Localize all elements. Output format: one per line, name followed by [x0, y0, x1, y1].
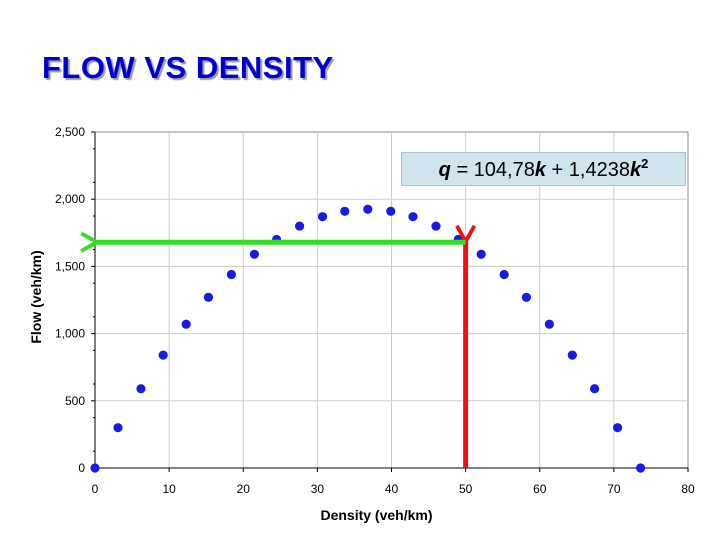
data-point [226, 269, 236, 280]
data-point [113, 423, 123, 433]
x-tick-label: 60 [533, 482, 547, 496]
y-tick-label: 0 [78, 461, 85, 475]
data-point [431, 221, 441, 231]
data-point [544, 319, 554, 329]
x-tick-label: 70 [607, 482, 621, 496]
data-point [499, 269, 509, 280]
data-point [521, 292, 532, 302]
data-point [203, 292, 214, 302]
data-point [158, 350, 168, 360]
y-axis-title: Flow (veh/km) [28, 250, 44, 343]
x-axis-title: Density (veh/km) [320, 507, 432, 523]
data-point [294, 221, 305, 231]
x-tick-label: 80 [681, 482, 695, 496]
equation-exponent: 2 [641, 156, 649, 171]
equation-q: q [438, 159, 451, 181]
x-tick-label: 0 [92, 482, 99, 496]
x-tick-label: 30 [311, 482, 325, 496]
equation-coef-2: + 1,4238 [545, 159, 630, 181]
data-point [340, 206, 350, 216]
y-tick-label: 500 [65, 394, 85, 408]
data-point [181, 319, 191, 329]
data-point [249, 249, 259, 259]
data-point [612, 423, 623, 433]
y-tick-label: 2,500 [55, 125, 85, 139]
data-point [408, 212, 418, 222]
data-point [136, 384, 146, 394]
equation-coef-1: = 104,78 [450, 159, 535, 181]
x-tick-label: 50 [459, 482, 473, 496]
x-tick-label: 10 [162, 482, 176, 496]
y-tick-label: 1,000 [55, 327, 85, 341]
x-tick-label: 20 [237, 482, 251, 496]
data-point [635, 463, 646, 473]
equation-k-2: k [629, 159, 642, 181]
data-point [317, 212, 328, 222]
page-title: FLOW VS DENSITY [42, 50, 334, 85]
data-point [363, 204, 373, 214]
y-tick-label: 1,500 [55, 259, 85, 273]
y-tick-label: 2,000 [55, 192, 85, 206]
data-point [590, 384, 600, 394]
equation-k-1: k [534, 159, 546, 181]
data-point [90, 463, 100, 473]
x-tick-label: 40 [385, 482, 399, 496]
regression-equation: q = 104,78k + 1,4238k2 [401, 152, 686, 186]
data-point [386, 206, 396, 216]
data-point [476, 249, 486, 259]
data-point [567, 350, 577, 360]
